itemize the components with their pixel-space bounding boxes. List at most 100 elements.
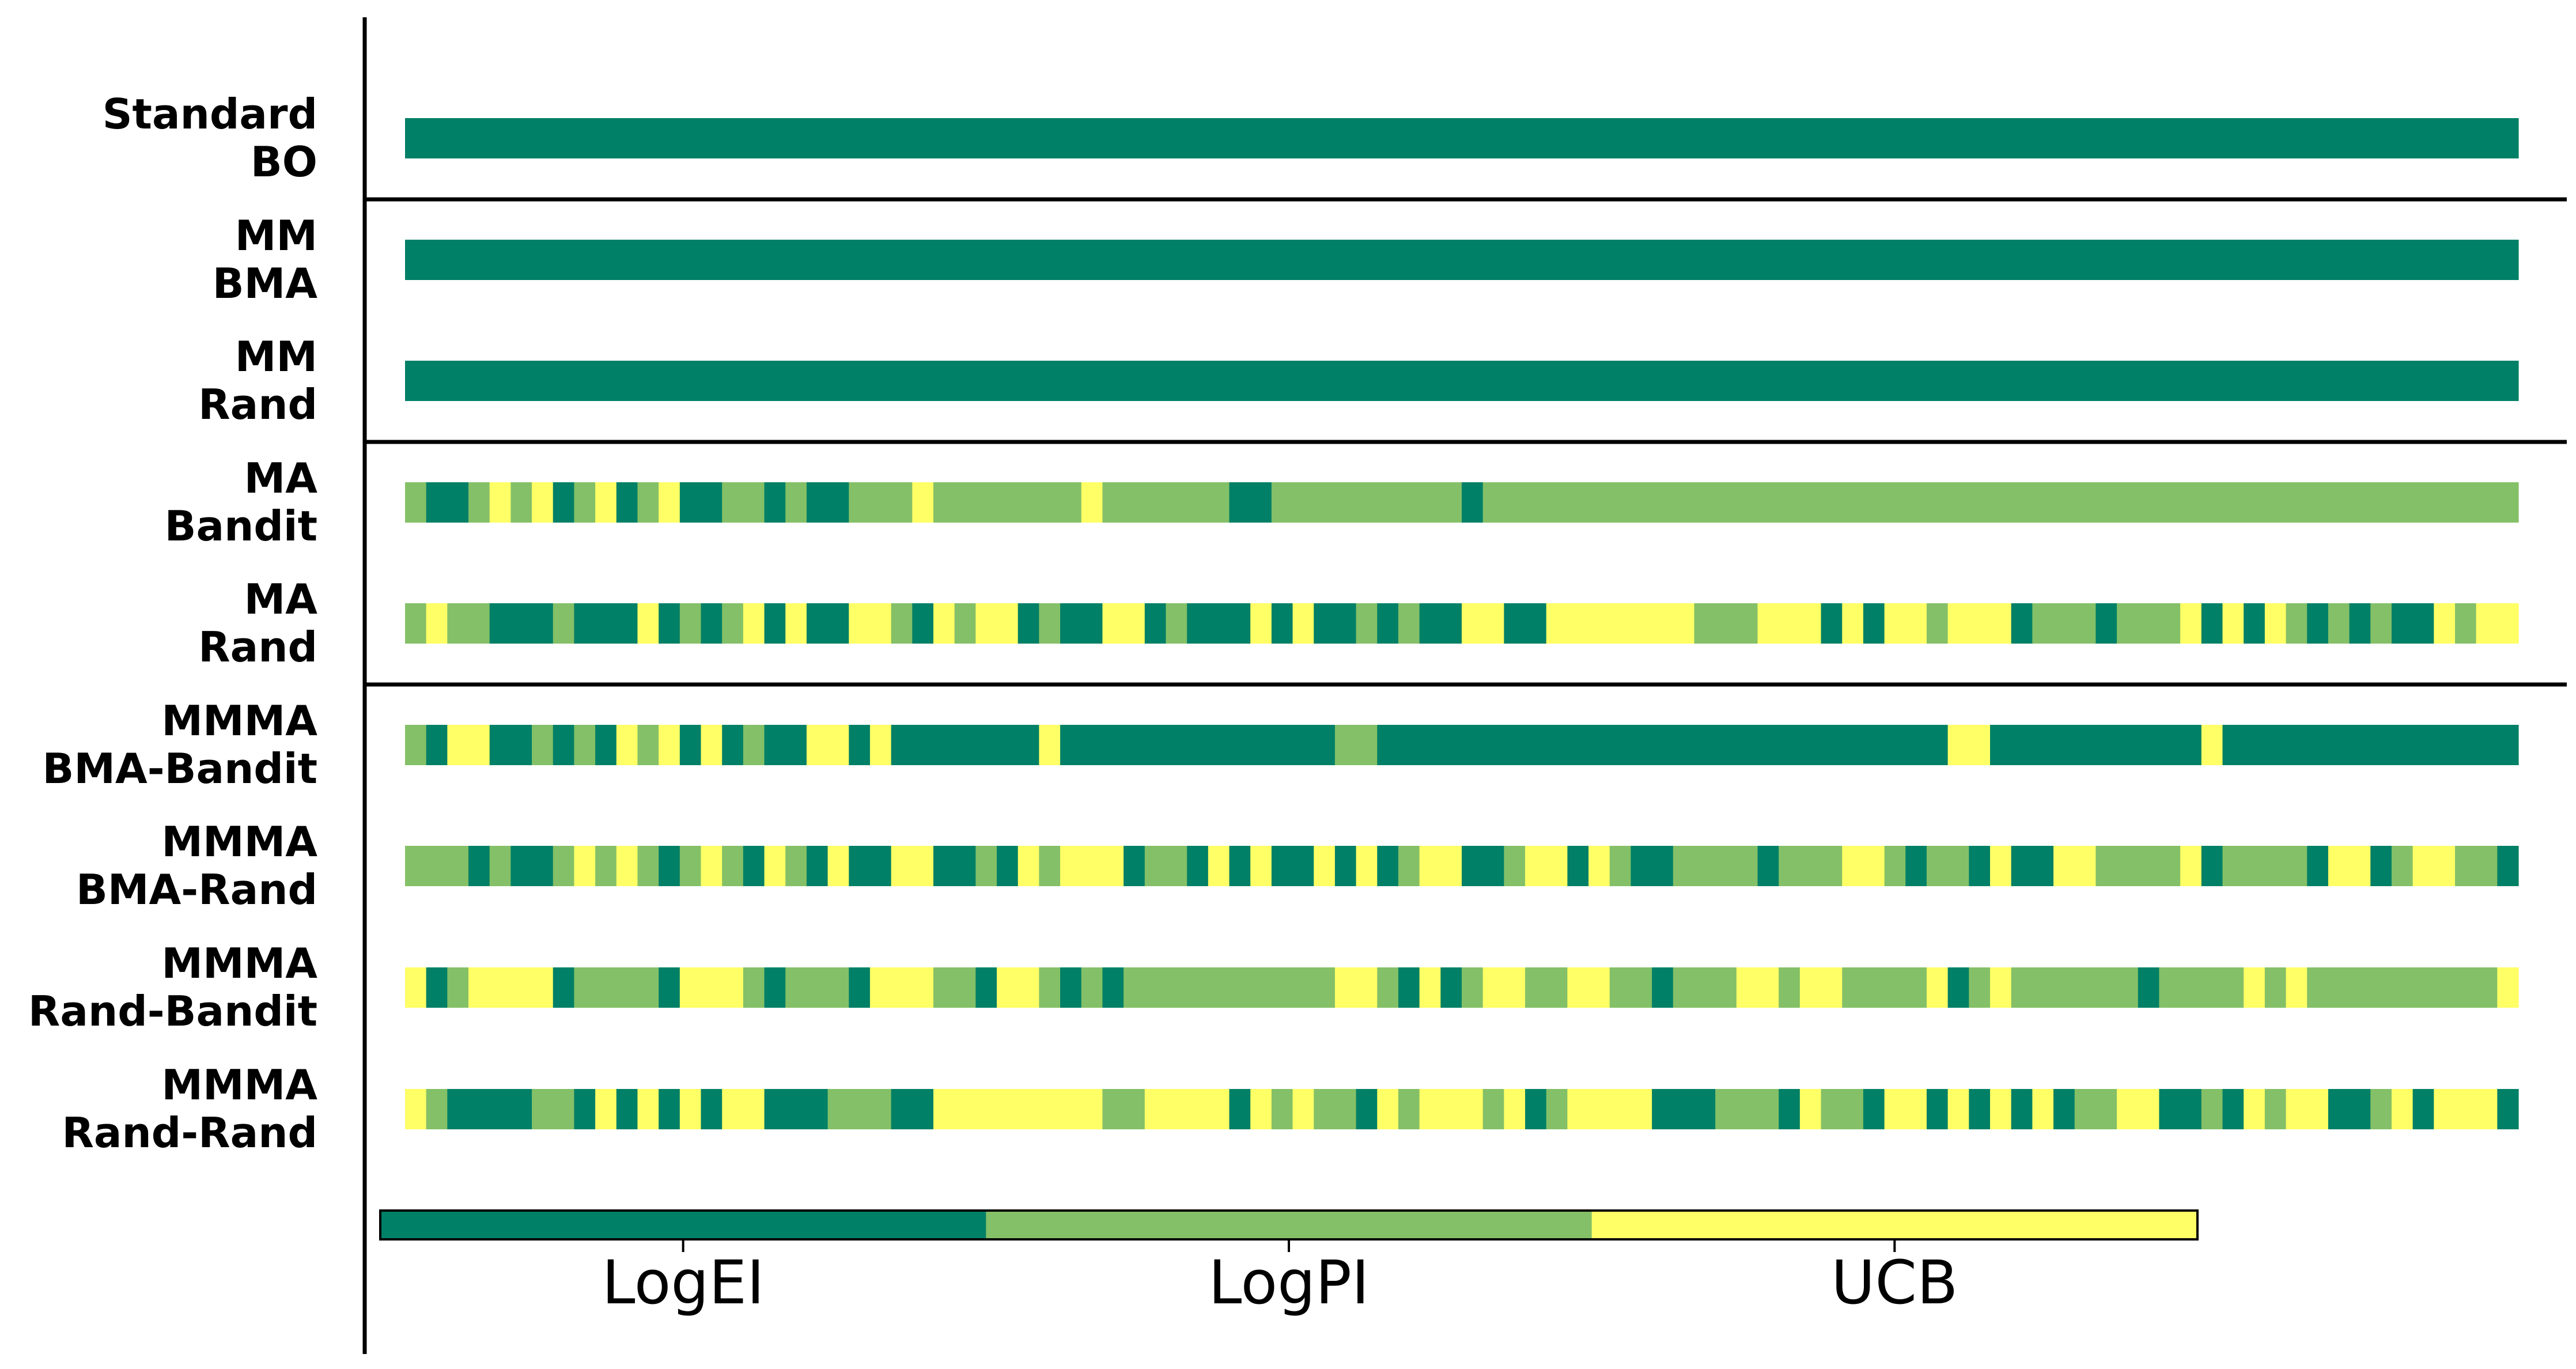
heatmap-cell-ucb xyxy=(1081,482,1103,523)
heatmap-cell-ucb xyxy=(616,846,638,886)
heatmap-cell-logei xyxy=(595,725,617,765)
heatmap-cell-logpi xyxy=(2159,967,2244,1008)
heatmap-cell-logpi xyxy=(975,846,997,886)
heatmap-cell-logpi xyxy=(637,846,659,886)
heatmap-cell-logei xyxy=(1060,967,1082,1008)
heatmap-cell-logpi xyxy=(2222,846,2308,886)
heatmap-cell-logei xyxy=(701,1089,723,1129)
heatmap-cell-logpi xyxy=(1398,1089,1420,1129)
heatmap-cell-logpi xyxy=(722,846,744,886)
heatmap-cell-logei xyxy=(468,846,490,886)
heatmap-cell-logpi xyxy=(1377,967,1399,1008)
heatmap-cell-logei xyxy=(1377,846,1399,886)
heatmap-cell-logpi xyxy=(1102,482,1230,523)
row-label: MA Rand xyxy=(198,575,317,671)
heatmap-cell-logei xyxy=(1060,603,1103,644)
heatmap-cell-logei xyxy=(1969,1089,1991,1129)
heatmap-cell-ucb xyxy=(2117,1089,2160,1129)
heatmap-cell-ucb xyxy=(1947,1089,1969,1129)
heatmap-cell-logei xyxy=(764,482,786,523)
heatmap-cell-logpi xyxy=(2011,967,2139,1008)
heatmap-cell-logei xyxy=(1377,725,1949,765)
heatmap-cell-ucb xyxy=(1990,1089,2012,1129)
heatmap-cell-logpi xyxy=(1166,603,1187,644)
heatmap-cell-logei xyxy=(426,967,448,1008)
heatmap-cell-ucb xyxy=(595,1089,617,1129)
heatmap-cell-logpi xyxy=(827,1089,892,1129)
row-label: MMMA Rand-Rand xyxy=(62,1061,317,1157)
heatmap-cell-logpi xyxy=(637,482,659,523)
heatmap-cell-logei xyxy=(2053,1089,2075,1129)
row-label: MM Rand xyxy=(198,332,317,429)
heatmap-cell-ucb xyxy=(595,482,617,523)
colorbar-label-logpi: LogPI xyxy=(1208,1247,1369,1318)
heatmap-cell-logei xyxy=(2412,1089,2434,1129)
heatmap-row xyxy=(405,967,2519,1008)
heatmap-cell-logei xyxy=(1229,482,1272,523)
heatmap-cell-ucb xyxy=(1250,846,1272,886)
heatmap-cell-logei xyxy=(2370,846,2392,886)
heatmap-cell-logpi xyxy=(2074,1089,2117,1129)
heatmap-cell-logei xyxy=(1060,725,1336,765)
heatmap-cell-logei xyxy=(1462,846,1504,886)
heatmap-cell-logei xyxy=(2222,725,2519,765)
heatmap-cell-logei xyxy=(679,482,723,523)
heatmap-row xyxy=(405,725,2519,765)
heatmap-cell-ucb xyxy=(532,482,554,523)
heatmap-cell-logei xyxy=(2391,603,2434,644)
heatmap-cell-logei xyxy=(2011,846,2054,886)
heatmap-cell-logei xyxy=(2011,1089,2033,1129)
heatmap-cell-ucb xyxy=(2244,1089,2265,1129)
heatmap-cell-logpi xyxy=(2370,1089,2392,1129)
row-label-line-2: Rand-Bandit xyxy=(28,987,317,1035)
heatmap-cell-logei xyxy=(1271,846,1314,886)
heatmap-cell-logpi xyxy=(1609,967,1652,1008)
heatmap-cell-ucb xyxy=(2032,1089,2054,1129)
rows-layer xyxy=(405,118,2519,1129)
heatmap-cell-logpi xyxy=(1039,846,1061,886)
heatmap-cell-logpi xyxy=(2328,603,2350,644)
row-label: MMMA BMA-Rand xyxy=(76,818,317,914)
colorbar-swatch-logpi xyxy=(986,1211,1592,1239)
heatmap-cell-ucb xyxy=(1588,846,1610,886)
heatmap-cell-logpi xyxy=(1144,846,1187,886)
row-label-line-1: MA xyxy=(244,454,318,502)
heatmap-cell-logei xyxy=(1779,1089,1800,1129)
heatmap-cell-ucb xyxy=(1947,725,1991,765)
heatmap-cell-logei xyxy=(553,725,575,765)
heatmap-cell-logei xyxy=(701,603,723,644)
heatmap-cell-logei xyxy=(1990,725,2202,765)
heatmap-cell-logpi xyxy=(1926,846,1969,886)
heatmap-cell-logei xyxy=(2011,603,2033,644)
heatmap-cell-ucb xyxy=(1884,603,1927,644)
heatmap-cell-logei xyxy=(1377,603,1399,644)
heatmap-cell-ucb xyxy=(2201,725,2223,765)
heatmap-cell-logei xyxy=(891,1089,934,1129)
heatmap-cell-logei xyxy=(489,725,532,765)
colorbar-swatch-logei xyxy=(380,1211,986,1239)
heatmap-cell-ucb xyxy=(701,725,723,765)
heatmap-cell-logei xyxy=(1271,603,1293,644)
heatmap-cell-logpi xyxy=(1314,1089,1357,1129)
row-label-line-1: MMMA xyxy=(161,1061,317,1109)
heatmap-cell-logei xyxy=(806,846,829,886)
heatmap-cell-logei xyxy=(1969,846,1991,886)
heatmap-cell-ucb xyxy=(2328,846,2371,886)
heatmap-cell-logei xyxy=(1863,603,1885,644)
heatmap-cell-logpi xyxy=(2391,846,2414,886)
row-label-line-2: Rand-Rand xyxy=(62,1109,317,1157)
heatmap-cell-logpi xyxy=(1398,603,1420,644)
heatmap-cell-logpi xyxy=(1694,603,1758,644)
heatmap-cell-logei xyxy=(1567,846,1589,886)
heatmap-cell-ucb xyxy=(1525,846,1568,886)
heatmap-cell-logpi xyxy=(426,1089,448,1129)
heatmap-cell-logei xyxy=(1144,603,1167,644)
heatmap-cell-logpi xyxy=(532,1089,575,1129)
heatmap-cell-ucb xyxy=(1292,603,1314,644)
heatmap-cell-logei xyxy=(849,846,892,886)
heatmap-cell-ucb xyxy=(426,603,448,644)
heatmap-cell-logei xyxy=(1652,1089,1716,1129)
heatmap-cell-logei xyxy=(849,967,871,1008)
